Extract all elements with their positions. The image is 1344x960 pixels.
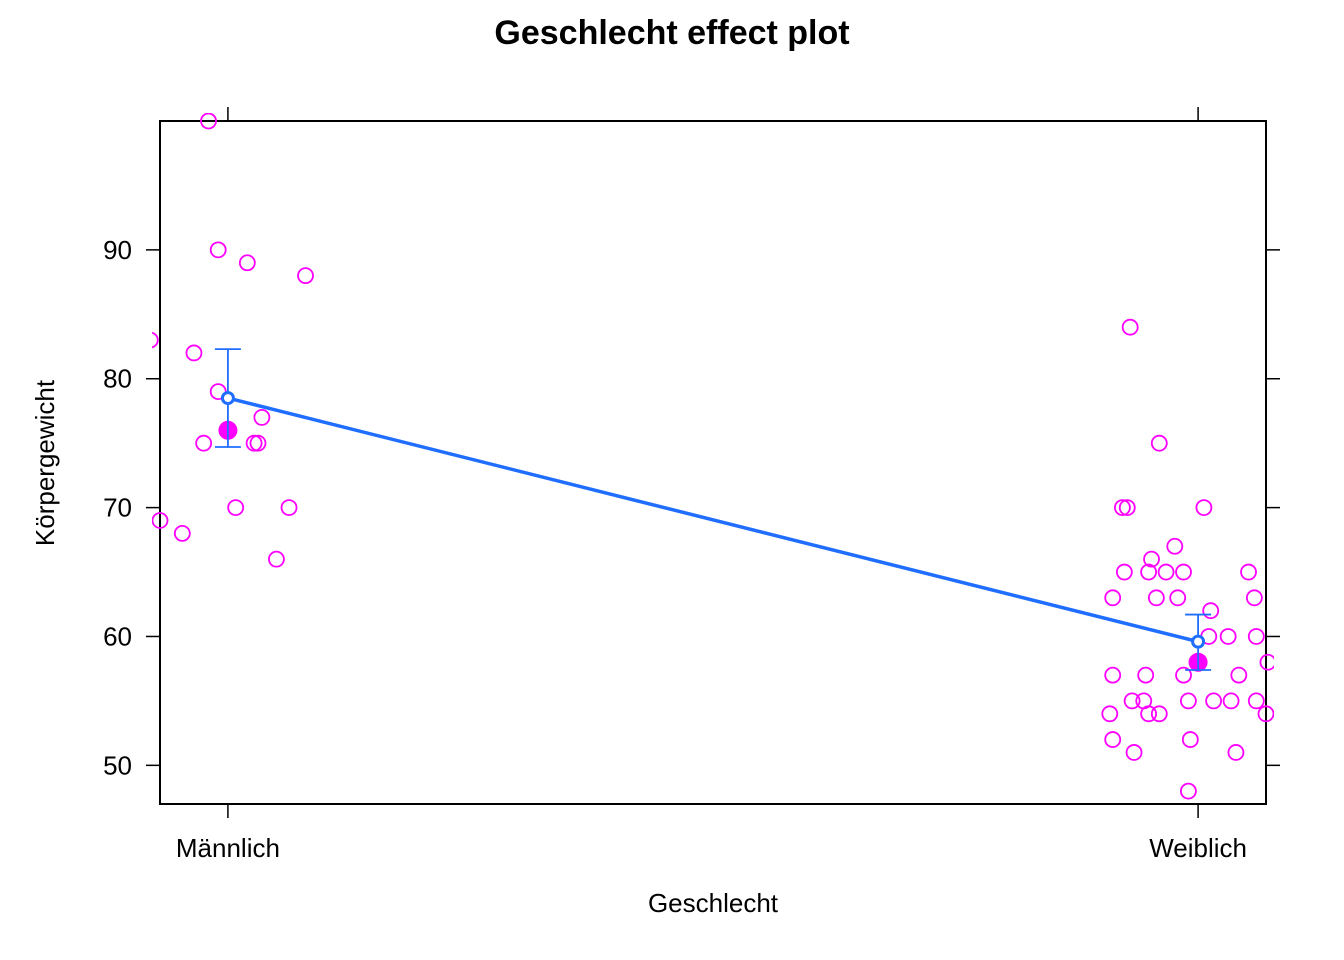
observation-point <box>238 254 256 272</box>
observation-point <box>1175 563 1192 581</box>
axes: 50 60 70 80 90 Männlich Weiblich <box>103 107 1280 863</box>
plot-frame <box>159 120 1267 805</box>
x-axis-title: Geschlecht <box>648 888 779 918</box>
observation-point <box>1104 731 1122 748</box>
observation-point <box>1140 705 1158 723</box>
y-tick-label: 50 <box>103 750 132 780</box>
observation-point <box>1104 589 1122 607</box>
observation-point <box>1230 666 1248 684</box>
effect-fit <box>214 348 1212 671</box>
x-tick-label: Weiblich <box>1149 833 1247 863</box>
observation-point <box>1125 744 1143 761</box>
observation-point <box>1143 550 1160 568</box>
observation-point <box>1175 666 1192 684</box>
observation-point <box>1247 692 1265 710</box>
observation-point <box>1166 537 1184 555</box>
observation-point <box>268 550 285 568</box>
fit-line <box>227 396 1199 644</box>
observation-point <box>1219 628 1237 645</box>
observation-point <box>1114 499 1131 517</box>
observation-point <box>1205 692 1223 710</box>
observation-point <box>297 267 314 285</box>
y-tick-label: 60 <box>103 621 132 651</box>
y-tick-label: 80 <box>103 364 132 394</box>
observation-point <box>1104 666 1122 684</box>
observation-point <box>1257 705 1274 723</box>
observation-point <box>1123 692 1141 710</box>
observation-point <box>280 499 298 517</box>
observation-point <box>185 344 203 362</box>
observation-point <box>1140 563 1158 581</box>
observation-point <box>1179 782 1197 800</box>
observation-point <box>1222 692 1240 710</box>
observation-point <box>1115 563 1133 581</box>
observation-point <box>249 434 267 452</box>
fitted-point <box>220 391 235 406</box>
chart-title: Geschlecht effect plot <box>494 14 849 52</box>
observation-point <box>1121 318 1139 336</box>
y-tick-label: 90 <box>103 235 132 265</box>
observation-point <box>1227 744 1245 761</box>
observation-point <box>1195 499 1213 517</box>
observation-point <box>1181 731 1199 748</box>
observation-point <box>1147 589 1165 607</box>
observation-point <box>1179 692 1197 710</box>
observation-point <box>1137 666 1155 684</box>
observation-point <box>227 499 245 517</box>
observation-point <box>1150 705 1168 723</box>
observation-point <box>253 408 271 426</box>
y-tick-label: 70 <box>103 493 132 523</box>
observation-point <box>1157 563 1175 581</box>
observation-point <box>152 331 159 349</box>
observation-point <box>245 434 263 452</box>
observation-point <box>1247 628 1265 645</box>
observation-point <box>1202 602 1220 620</box>
y-axis-title: Körpergewicht <box>30 379 60 546</box>
observation-point <box>1169 589 1187 607</box>
observation-points <box>152 113 1274 800</box>
observation-point <box>200 113 217 130</box>
observation-point <box>1259 653 1274 671</box>
observation-point <box>1118 499 1136 517</box>
observation-point <box>1245 589 1263 607</box>
fitted-point <box>1191 634 1206 649</box>
observation-point <box>1240 563 1257 581</box>
x-tick-label: Männlich <box>176 833 280 863</box>
observation-point <box>152 512 169 529</box>
observation-point <box>1101 705 1119 723</box>
observation-point <box>1150 434 1168 452</box>
observation-point <box>209 241 227 259</box>
observation-point <box>195 434 213 452</box>
observation-point <box>173 524 191 542</box>
